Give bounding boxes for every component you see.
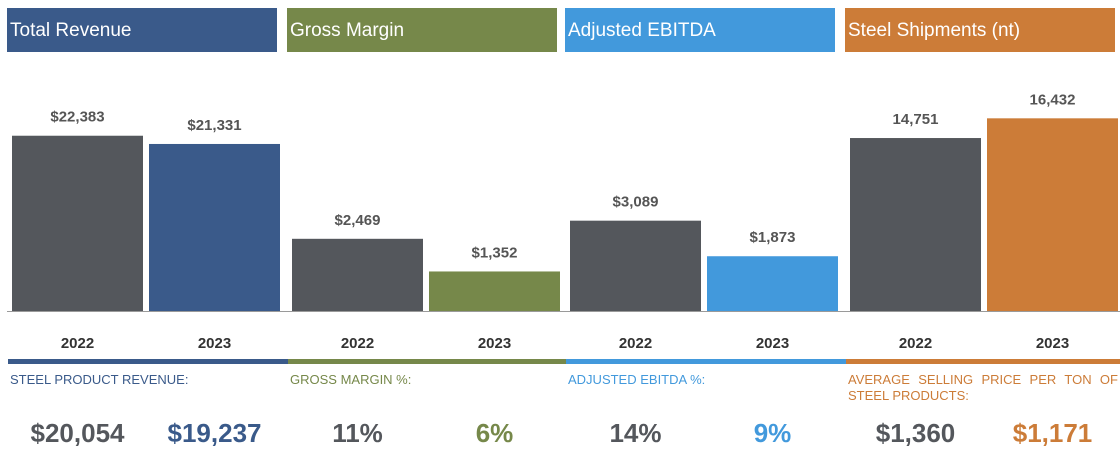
panel-rule [8, 359, 288, 364]
data-label: $21,331 [187, 117, 241, 134]
data-label: 16,432 [1030, 91, 1076, 108]
footer-label: ADJUSTED EBITDA %: [568, 372, 706, 387]
footer-value: $1,171 [1012, 418, 1093, 448]
footer-label: AVERAGE SELLING PRICE PER TON OF STEEL P… [848, 372, 1118, 403]
footer-value: 6% [475, 418, 514, 448]
x-tick-label: 2022 [341, 335, 374, 352]
bar [707, 256, 838, 311]
panel-header: Steel Shipments (nt) [845, 8, 1115, 52]
bar [570, 220, 701, 311]
panel-header: Adjusted EBITDA [565, 8, 835, 52]
data-label: $22,383 [50, 109, 104, 126]
data-label: $1,352 [472, 244, 518, 261]
bar [429, 271, 560, 311]
bar [12, 135, 143, 311]
x-tick-label: 2023 [198, 335, 231, 352]
footer-label: STEEL PRODUCT REVENUE: [10, 372, 189, 387]
bar [292, 238, 423, 311]
x-tick-label: 2022 [619, 335, 652, 352]
footer-value: 14% [609, 418, 662, 448]
data-label: $2,469 [335, 212, 381, 229]
data-label: 14,751 [893, 111, 939, 128]
panel-header: Gross Margin [287, 8, 557, 52]
x-tick-label: 2022 [899, 335, 932, 352]
bar [149, 143, 280, 311]
footer-label: GROSS MARGIN %: [290, 372, 412, 387]
panel-rule [566, 359, 846, 364]
panel-rule [846, 359, 1120, 364]
x-tick-label: 2023 [478, 335, 511, 352]
x-tick-label: 2022 [61, 335, 94, 352]
footer-value: $1,360 [875, 418, 956, 448]
footer-value: $19,237 [167, 418, 262, 448]
footer-value: 11% [332, 418, 383, 448]
data-label: $1,873 [750, 229, 796, 246]
footer-value: $20,054 [30, 418, 125, 448]
footer-value: 9% [753, 418, 792, 448]
data-label: $3,089 [613, 194, 659, 211]
x-tick-label: 2023 [756, 335, 789, 352]
bar [850, 138, 981, 311]
panel-header: Total Revenue [7, 8, 277, 52]
x-tick-label: 2023 [1036, 335, 1069, 352]
bar [987, 118, 1118, 311]
panel-rule [288, 359, 568, 364]
